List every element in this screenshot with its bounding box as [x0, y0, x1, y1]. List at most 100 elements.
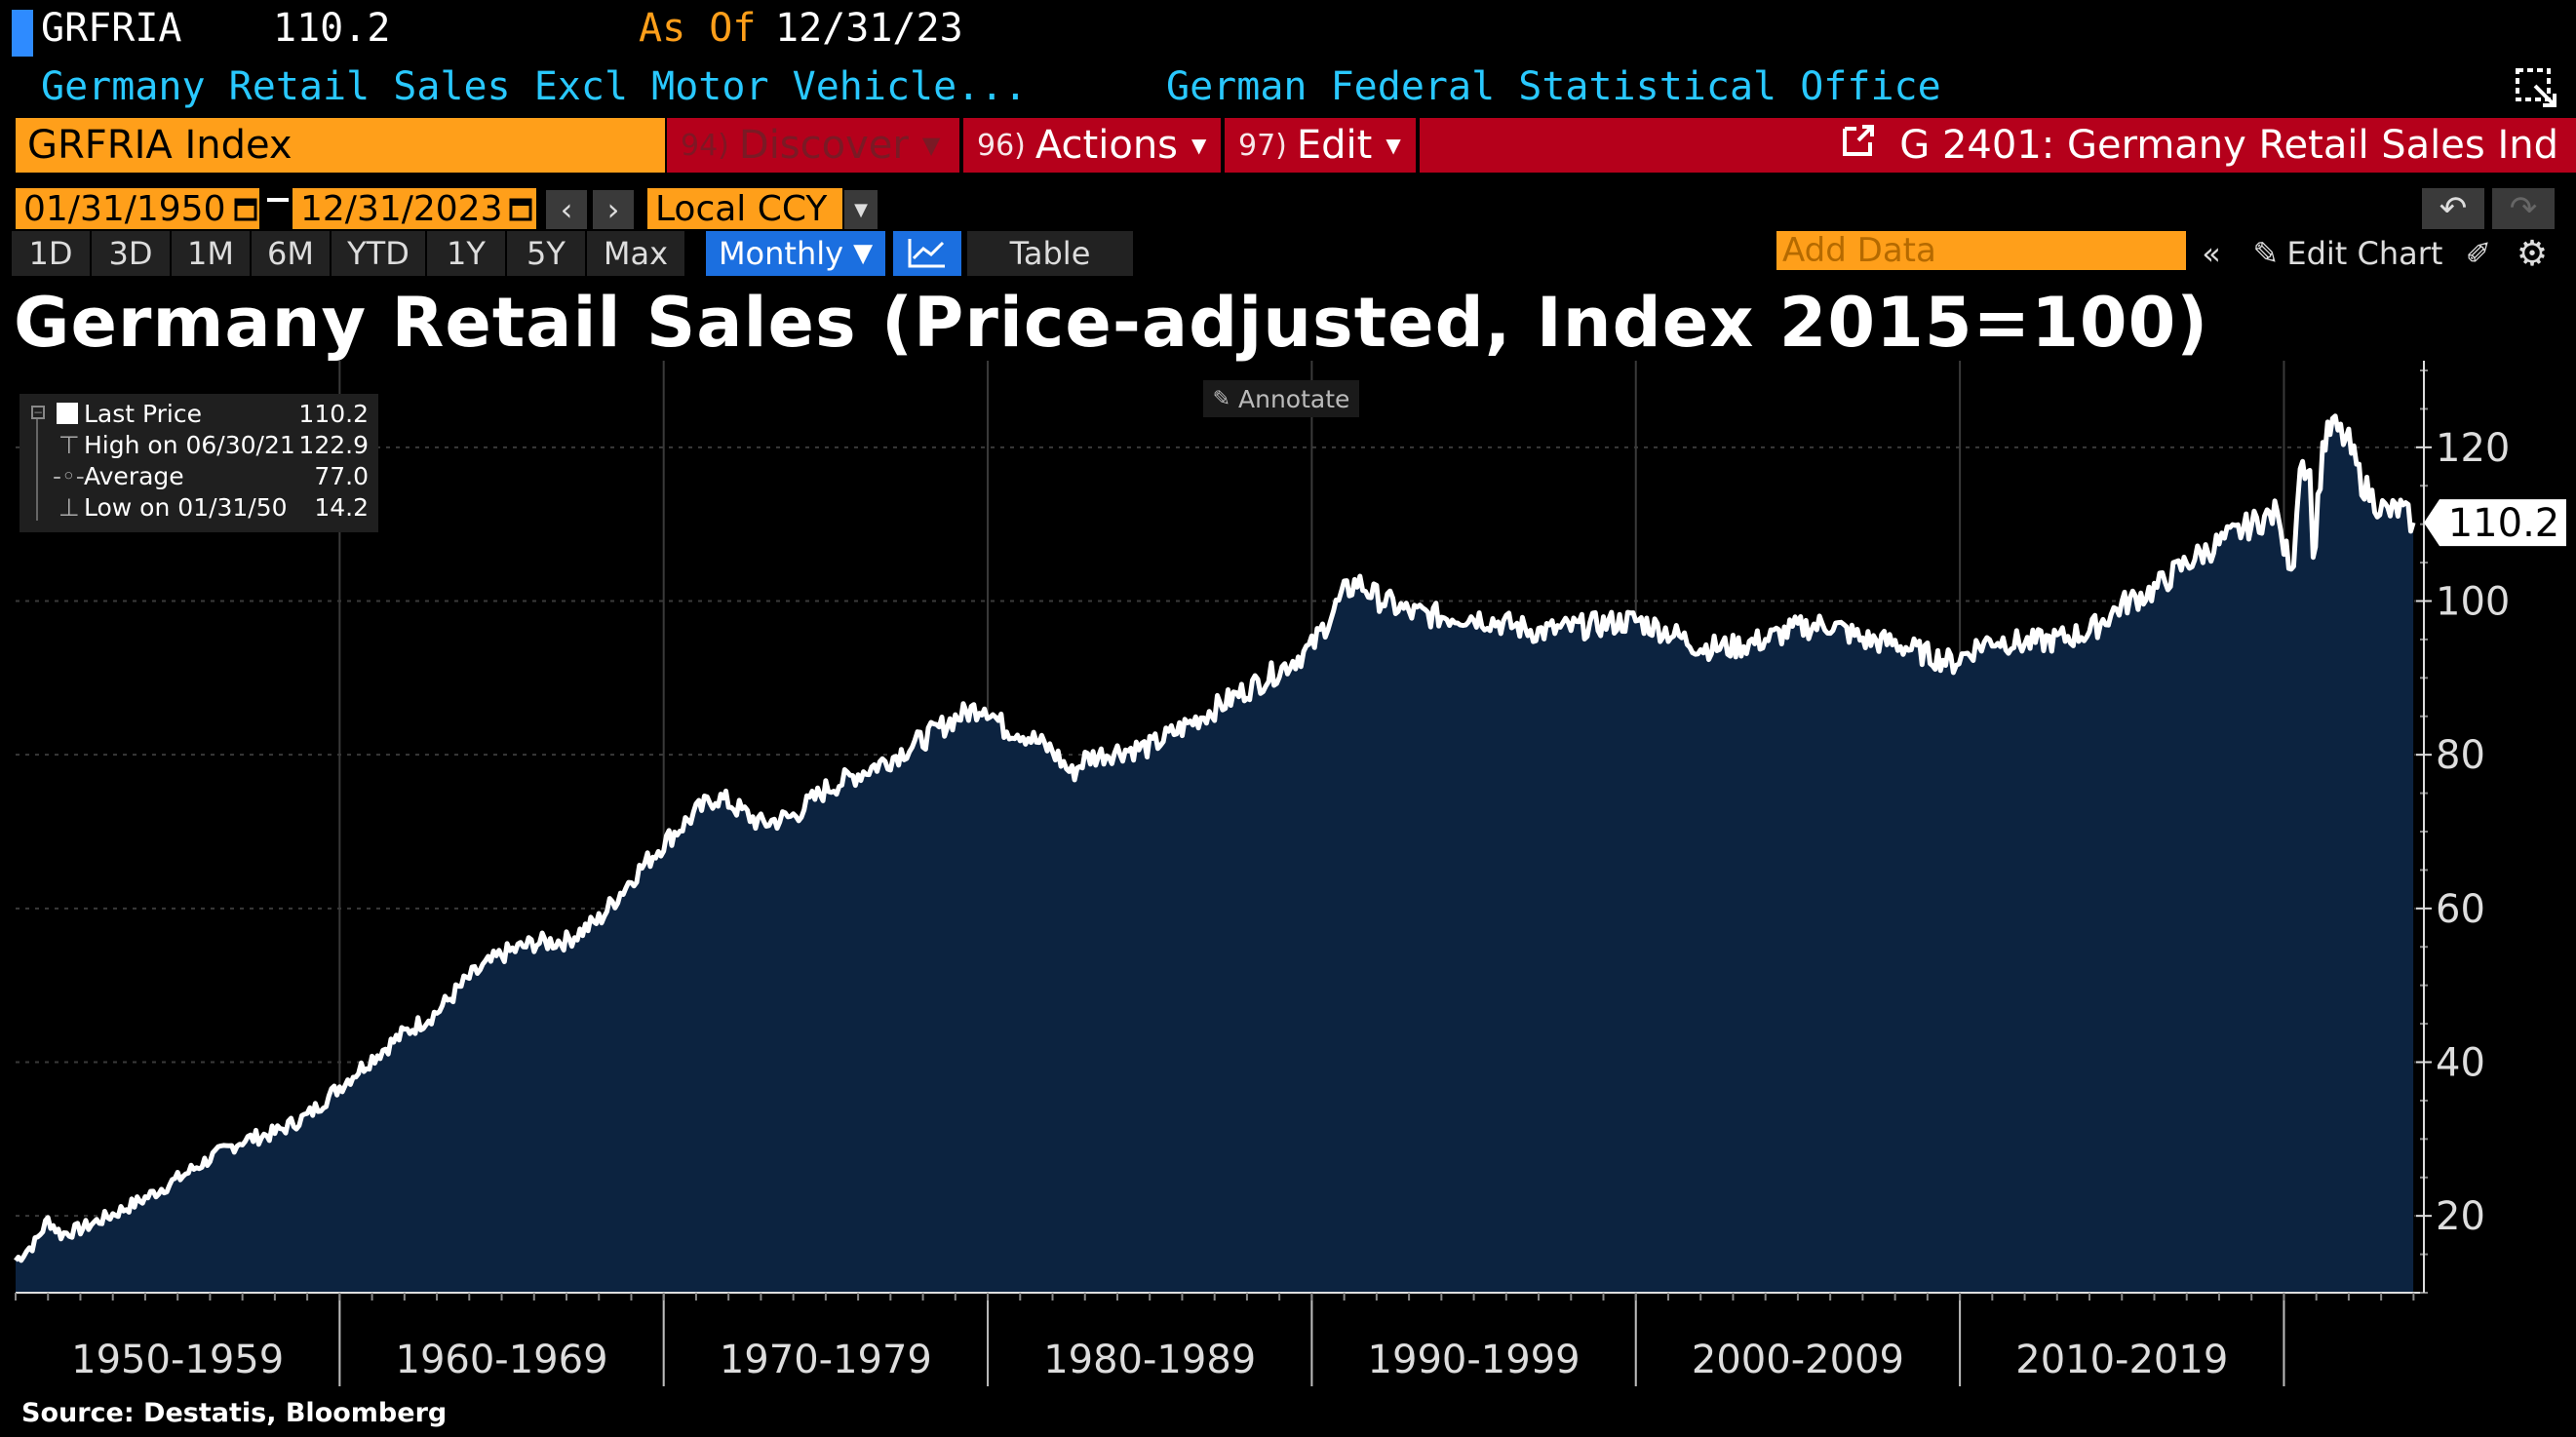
x-tick-label: 1960-1969	[396, 1338, 608, 1382]
calendar-icon[interactable]	[232, 192, 259, 225]
legend-tree-line	[36, 419, 38, 521]
currency-select[interactable]: Local CCY	[647, 188, 842, 229]
chevron-down-icon: ▼	[921, 132, 941, 159]
as-of-date: 12/31/23	[775, 6, 963, 51]
previous-period-button[interactable]: ‹	[546, 190, 587, 229]
period-1y-button[interactable]: 1Y	[427, 231, 505, 276]
y-tick-label: 20	[2436, 1194, 2485, 1239]
edit-label: Edit	[1296, 123, 1373, 168]
y-tick-label: 100	[2436, 580, 2510, 625]
legend-name: Average	[84, 461, 184, 490]
legend-row-average: -◦- Average 77.0	[20, 460, 378, 491]
edit-number: 97)	[1238, 128, 1287, 163]
x-tick-label: 1970-1979	[720, 1338, 932, 1382]
chevron-down-icon[interactable]: ▼	[844, 190, 878, 229]
redo-icon[interactable]: ↷	[2492, 188, 2555, 229]
security-field[interactable]: GRFRIA Index	[16, 118, 665, 173]
y-axis: 20 40 60 80 100 120	[2416, 361, 2510, 1294]
period-6m-button[interactable]: 6M	[252, 231, 330, 276]
legend-value: 14.2	[314, 492, 369, 522]
actions-label: Actions	[1034, 123, 1179, 168]
series-line	[14, 413, 2416, 1263]
frequency-select[interactable]: Monthly ▼	[706, 231, 885, 276]
legend-name: Last Price	[84, 399, 203, 428]
chart-name-bar[interactable]: G 2401: Germany Retail Sales Ind	[1420, 118, 2576, 173]
edit-chart-button[interactable]: ✎ Edit Chart	[2243, 231, 2453, 276]
period-1m-button[interactable]: 1M	[172, 231, 250, 276]
as-of-label: As Of	[639, 6, 757, 51]
x-tick-label: 1990-1999	[1368, 1338, 1581, 1382]
high-marker-icon: ⊤	[59, 431, 80, 459]
last-value-box	[2424, 499, 2566, 547]
legend-value: 110.2	[298, 399, 369, 428]
popout-icon[interactable]	[2514, 64, 2560, 111]
end-date-field[interactable]: 12/31/2023	[293, 188, 536, 229]
frequency-label: Monthly	[718, 235, 844, 272]
start-date-field[interactable]: 01/31/1950	[16, 188, 259, 229]
launch-icon[interactable]	[1839, 121, 1878, 170]
collapse-icon[interactable]: «	[2202, 235, 2221, 272]
x-axis: 1950-1959 1960-1969 1970-1979 1980-1989 1990…	[15, 1292, 2424, 1386]
gear-icon[interactable]: ⚙	[2516, 233, 2549, 274]
annotate-button[interactable]: ✎ Annotate	[1203, 380, 1359, 417]
x-tick-label: 1950-1959	[71, 1338, 284, 1382]
period-ytd-button[interactable]: YTD	[332, 231, 425, 276]
legend-swatch	[57, 403, 78, 424]
annotate-label: Annotate	[1238, 384, 1350, 413]
chevron-down-icon: ▼	[853, 239, 874, 268]
low-marker-icon: ⊥	[59, 493, 80, 522]
x-tick-label: 2000-2009	[1692, 1338, 1904, 1382]
edit-chart-label: Edit Chart	[2286, 235, 2443, 272]
x-tick-label: 2010-2019	[2015, 1338, 2228, 1382]
pencil-icon: ✎	[2252, 235, 2280, 272]
period-5y-button[interactable]: 5Y	[507, 231, 585, 276]
legend-value: 77.0	[314, 461, 369, 490]
chart-title: Germany Retail Sales (Price-adjusted, In…	[14, 283, 2209, 363]
actions-number: 96)	[977, 128, 1026, 163]
next-period-button[interactable]: ›	[593, 190, 634, 229]
legend-name: Low on 01/31/50	[84, 492, 288, 522]
calendar-icon[interactable]	[507, 192, 534, 225]
chevron-down-icon: ▼	[1386, 134, 1401, 157]
y-tick-label: 120	[2436, 426, 2510, 471]
ticker-marker	[12, 10, 33, 57]
legend-row-last-price: − Last Price 110.2	[20, 398, 378, 429]
y-tick-label: 60	[2436, 887, 2485, 932]
x-tick-label: 1980-1989	[1043, 1338, 1256, 1382]
legend-name: High on 06/30/21	[84, 430, 295, 459]
legend-row-low: ⊥ Low on 01/31/50 14.2	[20, 491, 378, 523]
last-value-tag: 110.2	[2424, 499, 2566, 547]
security-description: Germany Retail Sales Excl Motor Vehicle.…	[41, 64, 1028, 109]
line-chart-icon[interactable]	[893, 231, 961, 276]
last-value: 110.2	[273, 6, 391, 51]
legend: − Last Price 110.2 ⊤ High on 06/30/21 12…	[20, 394, 378, 532]
period-max-button[interactable]: Max	[587, 231, 684, 276]
discover-button[interactable]: 94) Discover ▼	[667, 118, 959, 173]
actions-button[interactable]: 96) Actions ▼	[963, 118, 1221, 173]
series-area	[16, 415, 2414, 1293]
discover-number: 94)	[681, 128, 729, 163]
chart-edit-icon[interactable]: ✐	[2465, 235, 2492, 272]
average-marker-icon: -◦-	[53, 462, 85, 490]
pencil-icon: ✎	[1212, 386, 1231, 411]
legend-row-high: ⊤ High on 06/30/21 122.9	[20, 429, 378, 460]
last-value-label: 110.2	[2448, 501, 2560, 546]
chart-name: G 2401: Germany Retail Sales Ind	[1899, 123, 2558, 168]
date-separator	[267, 198, 289, 202]
undo-icon[interactable]: ↶	[2422, 188, 2484, 229]
chevron-down-icon: ▼	[1191, 134, 1207, 157]
ticker-symbol: GRFRIA	[41, 6, 182, 51]
add-data-input[interactable]: Add Data	[1776, 231, 2186, 270]
y-tick-label: 80	[2436, 733, 2485, 778]
legend-value: 122.9	[298, 430, 369, 459]
source-organization: German Federal Statistical Office	[1166, 64, 1941, 109]
table-button[interactable]: Table	[967, 231, 1133, 276]
period-3d-button[interactable]: 3D	[92, 231, 170, 276]
discover-label: Discover	[738, 123, 909, 168]
collapse-legend-icon[interactable]: −	[31, 406, 45, 419]
source-note: Source: Destatis, Bloomberg	[21, 1398, 448, 1428]
edit-button[interactable]: 97) Edit ▼	[1225, 118, 1416, 173]
period-1d-button[interactable]: 1D	[12, 231, 90, 276]
y-tick-label: 40	[2436, 1041, 2485, 1086]
